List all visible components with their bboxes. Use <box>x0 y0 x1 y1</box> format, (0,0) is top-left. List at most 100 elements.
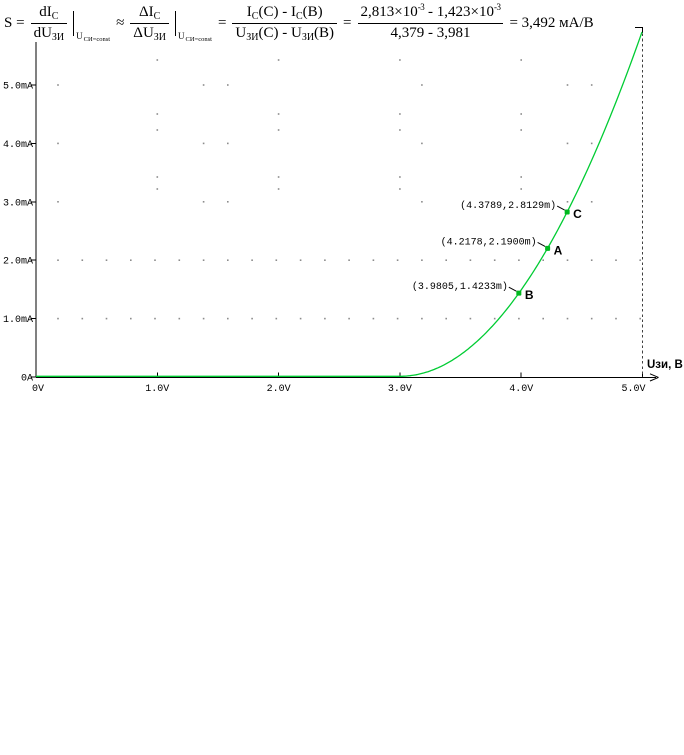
grid-dot <box>445 317 447 320</box>
grid-dot <box>590 259 593 261</box>
grid-dot <box>227 317 229 320</box>
condition-usi-const: UСИ=const <box>73 1 110 45</box>
x-axis-arrow <box>649 373 659 382</box>
formula-pointer-hook <box>635 27 643 33</box>
grid-dot <box>566 317 569 320</box>
grid-dot <box>105 317 108 320</box>
x-tick-label: 0V <box>32 384 44 395</box>
grid-dot <box>81 317 84 320</box>
grid-dot <box>202 142 205 145</box>
point-marker <box>516 290 522 296</box>
cond-subscript: СИ=const <box>83 36 111 43</box>
point-letter: C <box>573 207 582 221</box>
point-coordinates-label: (3.9805,1.4233m) <box>412 281 508 293</box>
grid-dot <box>227 142 229 145</box>
frac-denominator: dUЗИ <box>31 25 68 43</box>
grid-dot <box>520 113 522 115</box>
formula-text: dI <box>39 3 52 20</box>
grid-dot <box>566 142 569 145</box>
grid-dot <box>520 188 522 190</box>
fraction-bar <box>130 22 170 24</box>
formula-subscript: C <box>251 10 259 22</box>
point-C: (4.3789,2.8129m) C <box>460 200 582 221</box>
grid-dot <box>156 113 159 115</box>
fraction-bar <box>232 22 338 24</box>
grid-dot <box>372 317 375 320</box>
grid-dot <box>639 259 641 261</box>
grid-dot <box>399 188 401 190</box>
grid-dot <box>130 259 132 261</box>
grid-dot <box>178 259 181 261</box>
frac-numerator: 2,813×10-3 - 1,423×10-3 <box>358 2 504 22</box>
grid-dot <box>493 317 496 320</box>
grid-dot <box>81 259 84 261</box>
grid-dot <box>520 59 522 61</box>
grid-dot <box>421 259 423 261</box>
grid-dot <box>399 129 401 131</box>
formula-subscript: ЗИ <box>153 31 167 43</box>
grid-dot <box>275 317 278 320</box>
grid-dot <box>57 317 59 320</box>
grid-dot <box>277 188 280 190</box>
grid-dot <box>154 259 156 261</box>
ic-curve <box>36 31 643 377</box>
evaluation-bar <box>175 11 177 36</box>
grid-dot <box>590 142 593 145</box>
formula-text: I <box>246 3 252 20</box>
ic-vs-uzi-curve <box>36 31 643 377</box>
grid-dots <box>57 59 641 320</box>
condition-text: UСИ=const <box>76 31 111 43</box>
point-A: (4.2178,2.1900m) A <box>441 236 563 257</box>
frac-denominator: UЗИ(C) - UЗИ(B) <box>232 25 337 43</box>
grid-dot <box>275 259 278 261</box>
grid-dot <box>156 176 159 178</box>
y-tick-label: 1.0mA <box>3 315 33 326</box>
grid-dot <box>277 129 280 131</box>
grid-dot <box>421 201 423 203</box>
grid-dot <box>57 142 59 145</box>
transfer-characteristic-plot: 0A 1.0mA 2.0mA 3.0mA 4.0mA 5.0mA 0V 1.0V 2.0V 3.0… <box>3 27 683 395</box>
grid-dot <box>324 317 326 320</box>
point-B: (3.9805,1.4233m) B <box>412 281 534 302</box>
x-tick-label: 3.0V <box>388 384 412 395</box>
marked-points: (3.9805,1.4233m) B (4.2178,2.1900m) A (4.378… <box>412 200 582 302</box>
grid-dot <box>469 317 472 320</box>
grid-dot <box>57 259 59 261</box>
formula-text: (C) - U <box>258 24 302 41</box>
grid-dot <box>542 259 544 261</box>
grid-dot <box>202 317 205 320</box>
condition-usi-const: UСИ=const <box>175 1 212 45</box>
fraction-bar <box>30 22 68 24</box>
grid-dot <box>130 317 132 320</box>
formula-subscript: ЗИ <box>301 31 315 43</box>
y-tick-label: 4.0mA <box>3 140 33 151</box>
grid-dot <box>615 259 617 261</box>
grid-dot <box>202 259 205 261</box>
grid-dot <box>518 317 520 320</box>
formula-subscript: ЗИ <box>246 31 259 43</box>
x-tick-label: 5.0V <box>621 384 645 395</box>
equals-sign: = <box>343 14 352 31</box>
grid-dot <box>154 317 156 320</box>
formula-subscript: C <box>51 10 59 22</box>
delta-fraction: ΔIC ΔUЗИ <box>130 4 170 43</box>
derivative-fraction: dIC dUЗИ <box>30 3 68 43</box>
point-letter: A <box>554 243 563 257</box>
formula-lhs: S = <box>4 14 25 31</box>
grid-dot <box>227 84 229 86</box>
grid-dot <box>324 259 326 261</box>
grid-dot <box>227 201 229 203</box>
x-tick-label: 1.0V <box>145 384 169 395</box>
x-tick-label: 4.0V <box>509 384 533 395</box>
grid-dot <box>277 59 280 61</box>
formula-supscript: -3 <box>493 2 501 12</box>
grid-dot <box>590 201 593 203</box>
grid-dot <box>542 317 544 320</box>
slope-formula: S = dIC dUЗИ UСИ=const ≈ ΔIC ΔUЗИ UСИ=co… <box>4 1 594 45</box>
grid-dot <box>372 259 375 261</box>
grid-dot <box>566 84 569 86</box>
y-tick-label: 0A <box>21 374 33 385</box>
formula-text: (C) - I <box>258 3 296 20</box>
formula-subscript: ЗИ <box>51 31 65 43</box>
